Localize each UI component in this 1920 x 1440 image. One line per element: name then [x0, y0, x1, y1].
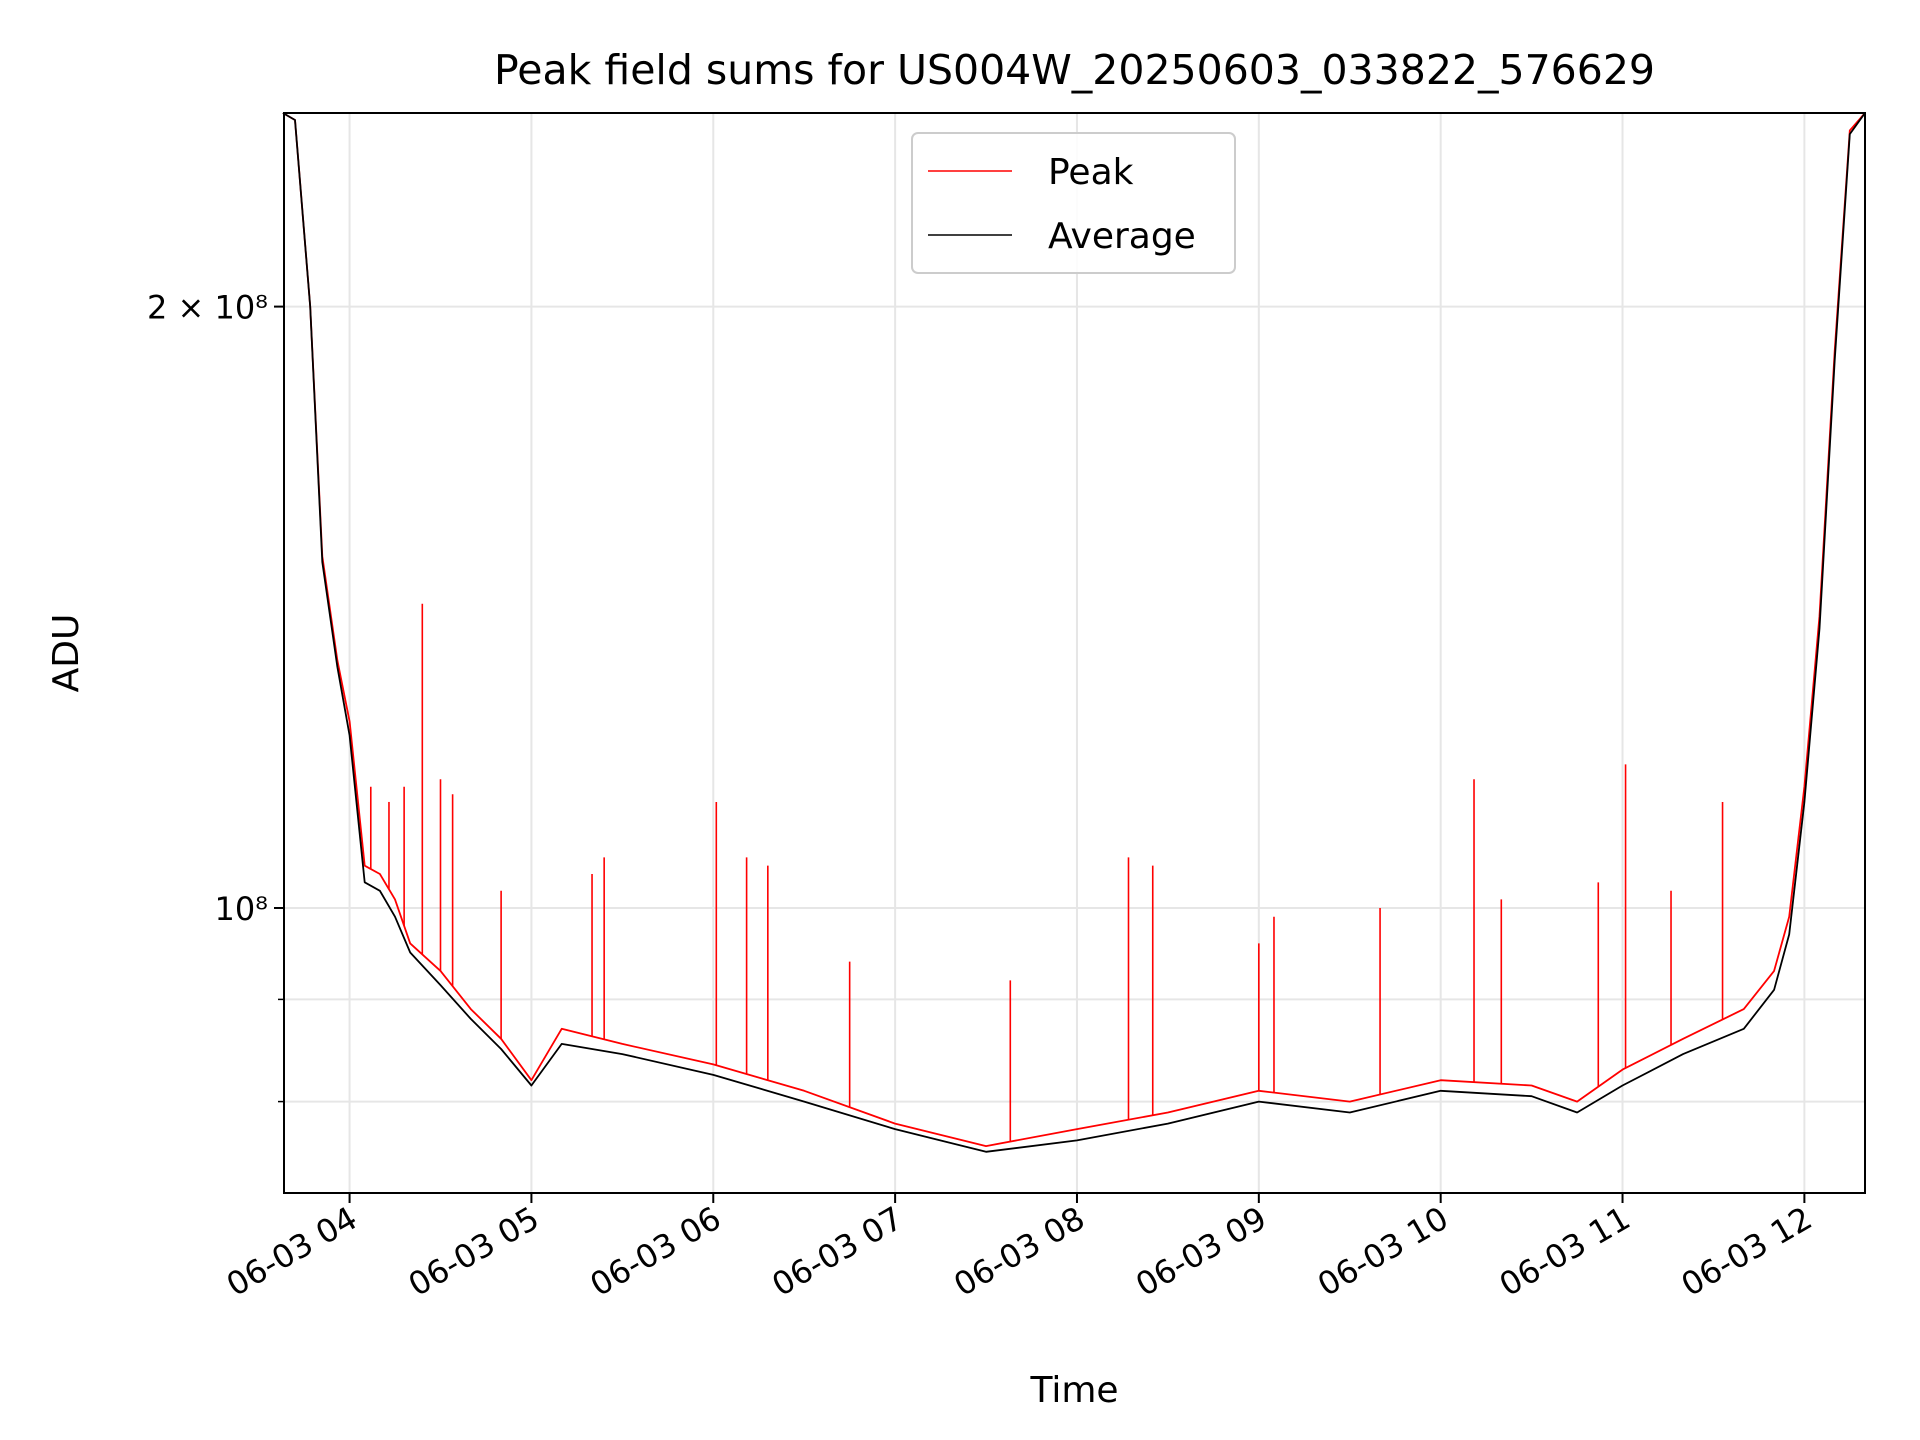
y-axis-label: ADU: [46, 614, 87, 693]
y-tick-label: 2 × 10⁸: [147, 289, 268, 327]
x-axis-label: Time: [1029, 1370, 1118, 1411]
plot-frame: [283, 112, 1866, 1194]
y-axis-ticks: 2 × 10⁸ 10⁸: [147, 289, 284, 1103]
gridlines: [284, 113, 1865, 1193]
legend-box: [911, 132, 1236, 274]
peak-spikes: [369, 603, 1724, 1142]
legend: Peak Average: [911, 132, 1236, 274]
legend-label-average: Average: [1048, 216, 1196, 257]
legend-label-peak: Peak: [1048, 152, 1134, 193]
series-line-average: [282, 112, 1866, 1153]
series-line-peak: [282, 112, 1866, 1147]
series-layer: [282, 112, 1866, 1153]
y-tick-label: 10⁸: [214, 890, 268, 928]
chart-title: Peak field sums for US004W_20250603_0338…: [494, 46, 1655, 94]
